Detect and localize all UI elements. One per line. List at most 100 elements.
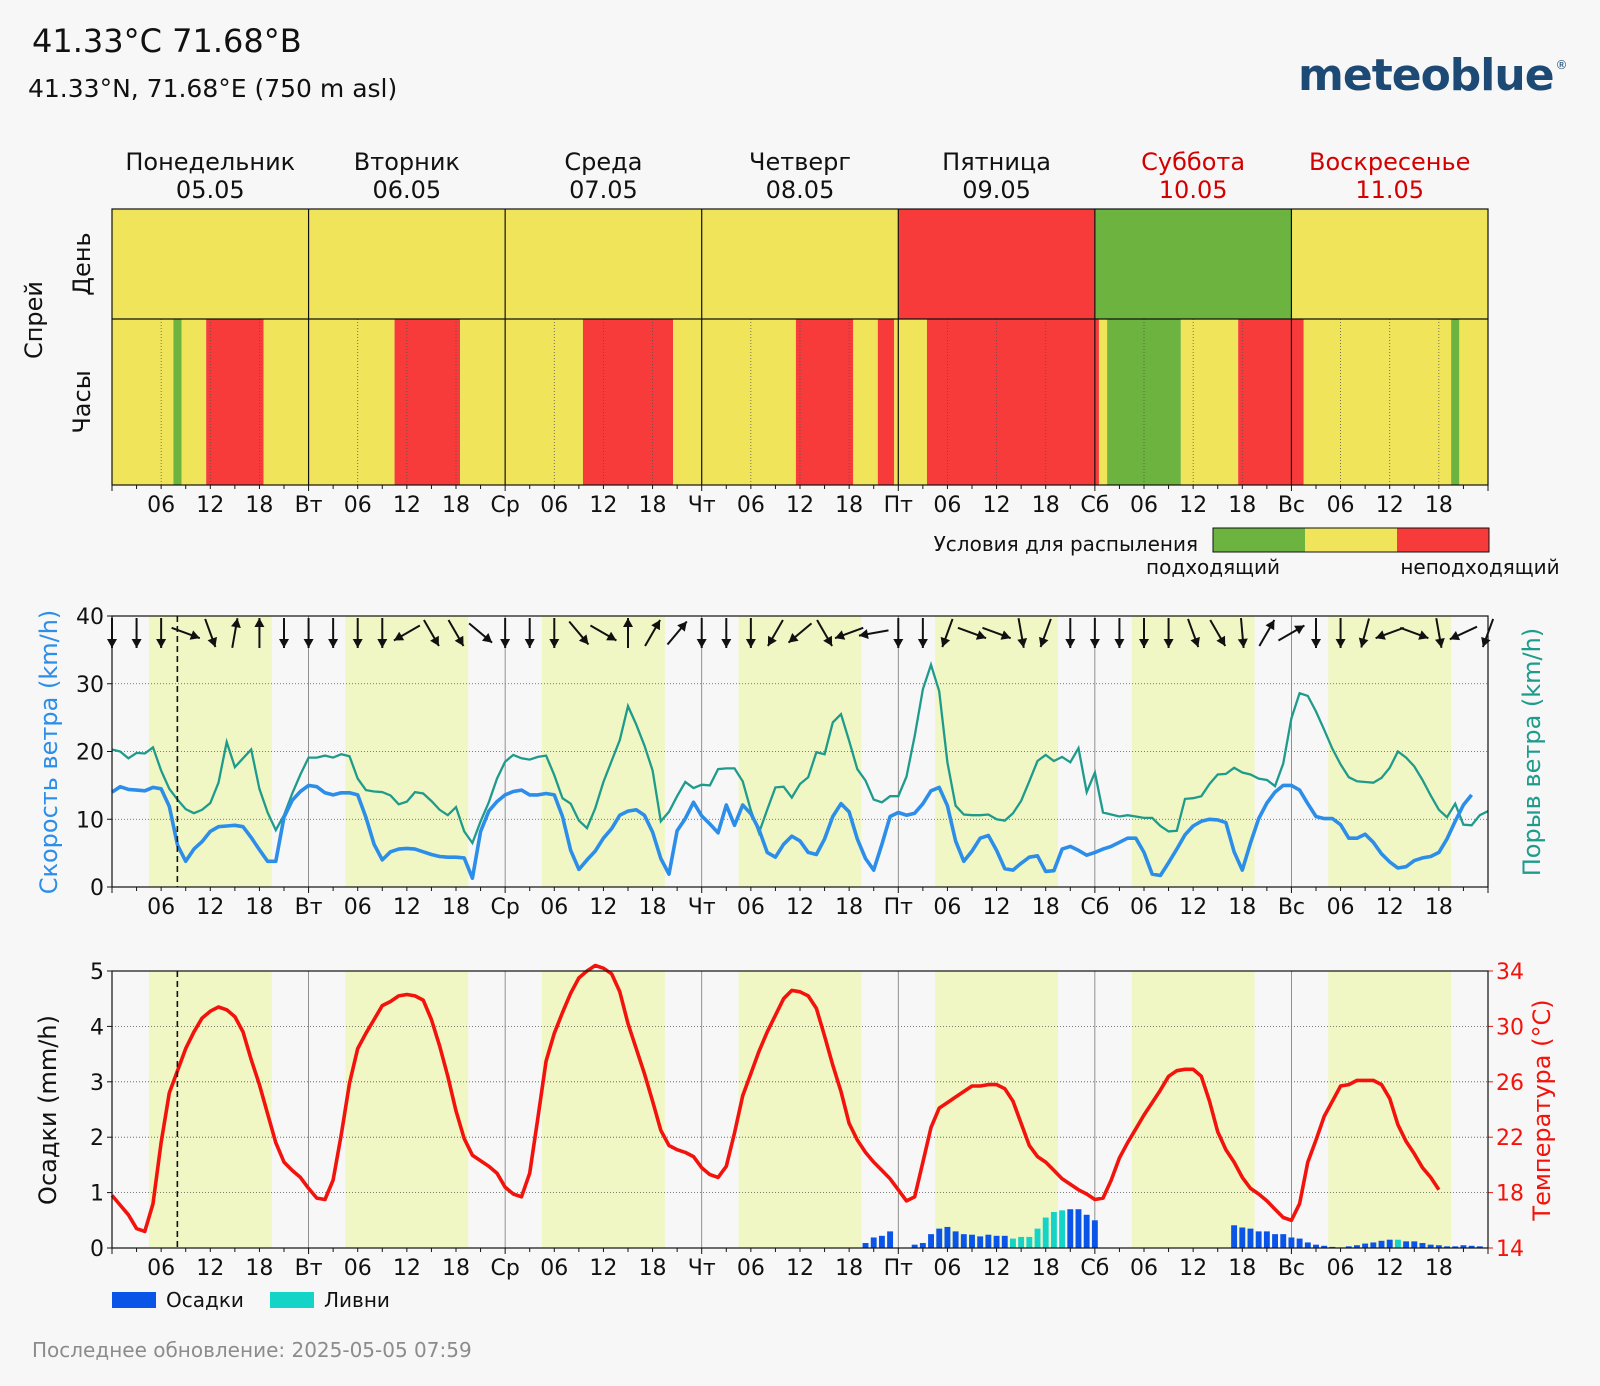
precip-bar [911,1244,918,1248]
precip-bar [1378,1240,1385,1248]
wind-direction-arrow [1335,618,1346,648]
legend-precip-label: Осадки [166,1288,244,1312]
wind-arrow-head [1017,638,1028,648]
wind-direction-arrow [1039,618,1052,648]
wind-arrow-head [606,631,617,641]
wind-arrow-head [1216,635,1226,646]
day-name-6: Воскресенье [1309,148,1470,176]
wind-direction-arrow [1399,626,1429,640]
wind-direction-arrow [787,622,813,644]
wind-arrow-head [430,635,439,646]
precip-bar [1444,1246,1450,1248]
spray-hour-cell [460,319,583,485]
day-date-1: 06.05 [372,176,441,204]
logo-trademark: ® [1555,58,1568,72]
precip-bar [1272,1234,1278,1248]
wind-direction-arrow [447,619,465,647]
spray-axis-day-tick: Сб [1080,493,1109,518]
wind-arrow-head [835,630,846,640]
precip-bar [985,1234,992,1248]
wind-arrow-head [189,630,200,640]
spray-axis-label: Спрей [20,281,48,359]
spray-hour-cell [853,319,878,485]
spray-axis-hour-tick: 06 [344,493,372,518]
wind-direction-arrow [940,618,954,648]
precip-axis-day-tick: Вс [1278,1256,1305,1281]
wind-direction-arrow [468,622,493,644]
wind-arrow-head [1358,637,1369,648]
wind-direction-arrow [745,618,756,648]
wind-arrow-head [549,639,560,648]
spray-row-label-hours: Часы [68,370,96,433]
precip-bar [1239,1227,1246,1248]
spray-axis-hour-tick: 18 [442,493,470,518]
wind-direction-arrow [328,618,339,648]
precip-bar [1010,1238,1016,1248]
wind-arrow-head [1311,639,1321,648]
day-name-4: Пятница [942,148,1051,176]
spray-axis-hour-tick: 18 [1032,493,1060,518]
wind-axis-hour-tick: 18 [1032,895,1060,920]
spray-legend-swatch [1397,528,1489,552]
wind-axis-hour-tick: 06 [1327,895,1355,920]
wind-direction-arrow [767,619,784,647]
wind-direction-arrow [393,624,421,642]
wind-direction-arrow [623,618,633,648]
wind-arrow-head [279,639,289,648]
precip-bar [944,1226,951,1248]
spray-hour-cell [173,319,182,485]
wind-direction-arrow [1449,625,1478,641]
meteoblue-logo[interactable]: meteoblue ® [1298,50,1568,101]
precip-axis-day-tick: Сб [1080,1256,1109,1281]
wind-axis-day-tick: Ср [490,895,519,920]
spray-axis-day-tick: Ср [490,493,519,518]
wind-direction-arrow [1375,626,1405,640]
wind-axis-hour-tick: 12 [786,895,814,920]
spray-legend-high: неподходящий [1400,555,1559,579]
wind-arrow-head [1089,639,1100,648]
precip-axis-hour-tick: 12 [1376,1256,1404,1281]
logo-text: meteoblue [1298,50,1555,101]
precip-axis-hour-tick: 18 [442,1256,470,1281]
day-name-5: Суббота [1141,148,1245,176]
wind-direction-arrow [500,618,511,648]
wind-direction-arrow [568,620,590,646]
precip-bar [870,1237,877,1248]
precip-axis-hour-tick: 12 [1179,1256,1207,1281]
temp-y-tick: 18 [1496,1182,1524,1207]
wind-direction-arrow [982,626,1012,640]
precip-bar [928,1234,934,1248]
wind-arrow-head [677,621,687,632]
wind-direction-arrow [549,618,560,648]
spray-axis-hour-tick: 12 [1179,493,1207,518]
wind-axis-day-tick: Вс [1278,895,1305,920]
precip-bar [1435,1245,1442,1248]
precip-bar [1468,1245,1475,1248]
wind-direction-arrow [156,618,167,648]
spray-axis-hour-tick: 06 [540,493,568,518]
spray-axis-hour-tick: 06 [1327,493,1355,518]
spray-day-cell [1291,209,1488,319]
wind-direction-arrow [171,626,201,640]
wind-arrow-head [131,639,142,648]
wind-direction-arrow [1209,619,1227,647]
spray-hour-cell [1180,319,1239,485]
wind-axis-hour-tick: 18 [835,895,863,920]
spray-day-cell [1094,209,1292,319]
last-update-text: Последнее обновление: 2025-05-05 07:59 [32,1338,472,1362]
wind-direction-arrow [1114,618,1125,648]
wind-arrow-head [721,639,732,648]
wind-y-tick: 40 [76,605,104,630]
wind-axis-day-tick: Сб [1080,895,1109,920]
precip-axis-hour-tick: 12 [196,1256,224,1281]
precip-bar [919,1243,926,1248]
wind-axis-hour-tick: 12 [1179,895,1207,920]
precip-y-tick: 2 [90,1126,104,1151]
spray-hour-cell [112,319,174,485]
wind-arrow-head [156,639,167,648]
wind-direction-arrow [1358,618,1370,648]
precip-bar [993,1235,1000,1248]
temp-y-tick: 26 [1496,1071,1524,1096]
precip-bar [862,1243,869,1248]
